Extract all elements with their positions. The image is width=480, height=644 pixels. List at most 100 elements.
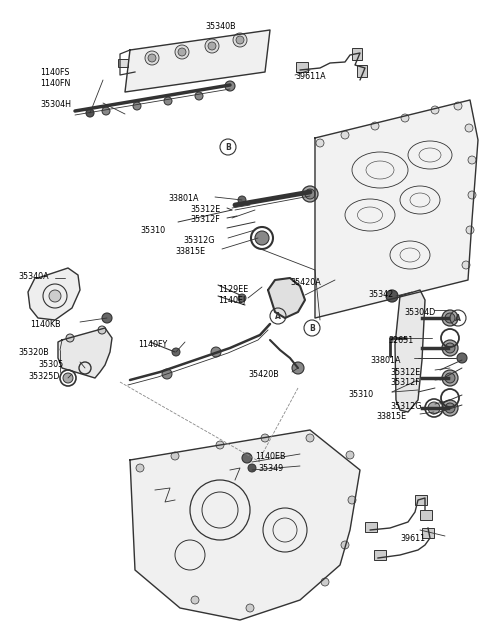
Polygon shape: [268, 278, 305, 318]
Text: 35325D: 35325D: [28, 372, 60, 381]
Bar: [422, 528, 434, 538]
Circle shape: [302, 186, 318, 202]
Text: 35349: 35349: [258, 464, 283, 473]
Bar: [357, 65, 367, 77]
Circle shape: [216, 441, 224, 449]
Circle shape: [211, 347, 221, 357]
Text: 1140KB: 1140KB: [30, 320, 60, 329]
Text: 35342: 35342: [368, 290, 393, 299]
Text: 35340A: 35340A: [18, 272, 48, 281]
Text: 1140FS: 1140FS: [40, 68, 70, 77]
Circle shape: [66, 334, 74, 342]
Circle shape: [248, 464, 256, 472]
Circle shape: [292, 362, 304, 374]
Circle shape: [238, 294, 246, 302]
Bar: [420, 510, 432, 520]
Text: 33801A: 33801A: [370, 356, 400, 365]
Text: 35310: 35310: [140, 226, 165, 235]
Circle shape: [401, 114, 409, 122]
Circle shape: [162, 369, 172, 379]
Circle shape: [195, 92, 203, 100]
Circle shape: [172, 348, 180, 356]
Circle shape: [49, 290, 61, 302]
Circle shape: [205, 39, 219, 53]
Circle shape: [341, 131, 349, 139]
Circle shape: [341, 541, 349, 549]
Polygon shape: [315, 100, 478, 318]
Circle shape: [255, 231, 269, 245]
Circle shape: [442, 310, 458, 326]
Text: 32651: 32651: [388, 336, 413, 345]
Circle shape: [445, 373, 455, 383]
Circle shape: [148, 54, 156, 62]
Text: 1129EE: 1129EE: [218, 285, 248, 294]
Circle shape: [457, 353, 467, 363]
Text: B: B: [225, 142, 231, 151]
Text: 35312G: 35312G: [183, 236, 215, 245]
Bar: [296, 62, 308, 72]
Text: 35304D: 35304D: [404, 308, 435, 317]
Circle shape: [371, 122, 379, 130]
Text: 35320B: 35320B: [18, 348, 49, 357]
Text: 39611A: 39611A: [295, 72, 325, 81]
Circle shape: [431, 106, 439, 114]
Circle shape: [63, 373, 73, 383]
Circle shape: [225, 81, 235, 91]
Circle shape: [306, 434, 314, 442]
Circle shape: [445, 403, 455, 413]
Circle shape: [164, 97, 172, 105]
Circle shape: [178, 48, 186, 56]
Circle shape: [316, 139, 324, 147]
Circle shape: [136, 464, 144, 472]
Polygon shape: [125, 30, 270, 92]
Circle shape: [346, 451, 354, 459]
Bar: [365, 522, 377, 532]
Circle shape: [445, 313, 455, 323]
Circle shape: [442, 370, 458, 386]
Circle shape: [466, 226, 474, 234]
Circle shape: [386, 290, 398, 302]
Polygon shape: [130, 430, 360, 620]
Bar: [118, 59, 128, 67]
Text: 35340B: 35340B: [205, 22, 236, 31]
Text: 35312F: 35312F: [190, 215, 220, 224]
Circle shape: [171, 452, 179, 460]
Circle shape: [454, 102, 462, 110]
Circle shape: [261, 434, 269, 442]
Text: 35312F: 35312F: [390, 378, 420, 387]
Circle shape: [468, 191, 476, 199]
Text: 1140FN: 1140FN: [40, 79, 71, 88]
Circle shape: [102, 107, 110, 115]
Text: A: A: [455, 314, 461, 323]
Polygon shape: [395, 290, 425, 412]
Text: 35304H: 35304H: [40, 100, 71, 109]
Text: 35310: 35310: [348, 390, 373, 399]
Text: 33815E: 33815E: [175, 247, 205, 256]
Text: 1140FY: 1140FY: [138, 340, 167, 349]
Text: 33815E: 33815E: [376, 412, 406, 421]
Circle shape: [191, 596, 199, 604]
Bar: [415, 495, 427, 505]
Circle shape: [98, 326, 106, 334]
Text: 1140EJ: 1140EJ: [218, 296, 245, 305]
Text: A: A: [275, 312, 281, 321]
Text: 39611: 39611: [400, 534, 425, 543]
Circle shape: [133, 102, 141, 110]
Circle shape: [442, 400, 458, 416]
Circle shape: [102, 313, 112, 323]
Text: 35312G: 35312G: [390, 402, 421, 411]
Circle shape: [242, 453, 252, 463]
Polygon shape: [28, 268, 80, 320]
Circle shape: [462, 261, 470, 269]
Circle shape: [86, 109, 94, 117]
Circle shape: [445, 343, 455, 353]
Text: 33801A: 33801A: [168, 194, 199, 203]
Text: B: B: [309, 323, 315, 332]
Text: 35305: 35305: [38, 360, 63, 369]
Circle shape: [468, 156, 476, 164]
Text: 35420A: 35420A: [290, 278, 321, 287]
Text: 35420B: 35420B: [248, 370, 279, 379]
Circle shape: [246, 604, 254, 612]
Text: 1140EB: 1140EB: [255, 452, 286, 461]
Circle shape: [236, 36, 244, 44]
